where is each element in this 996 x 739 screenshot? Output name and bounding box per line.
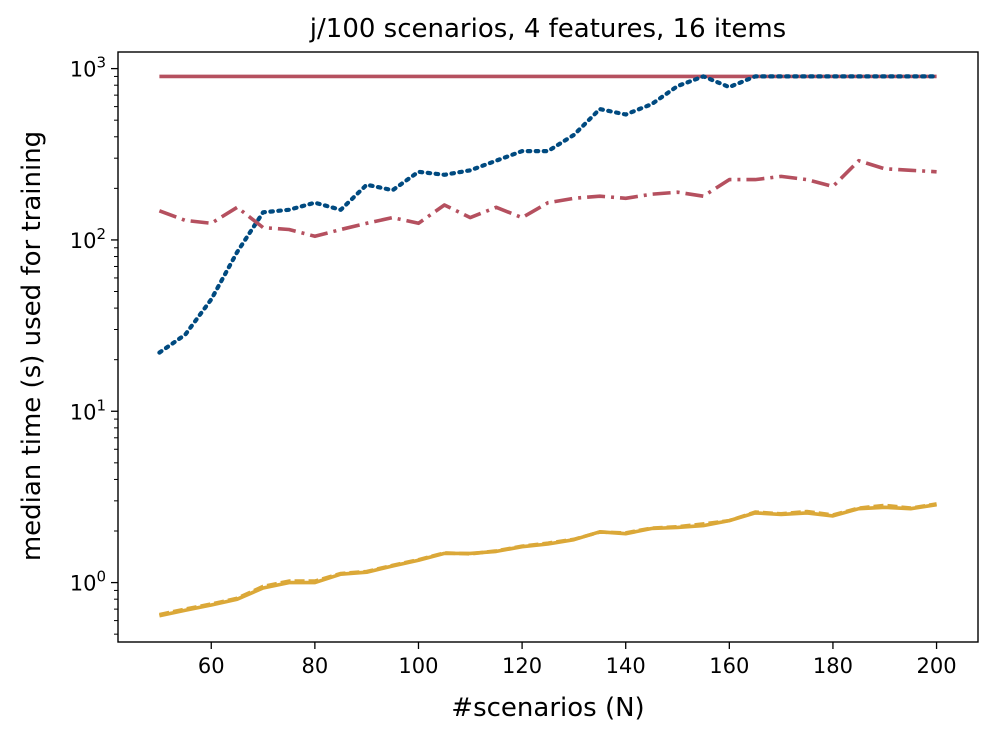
series-line-5: [159, 502, 937, 617]
x-tick-label: 200: [917, 654, 957, 678]
y-axis-label: median time (s) used for training: [17, 131, 47, 561]
x-axis-label: #scenarios (N): [451, 693, 644, 723]
x-tick-label: 100: [398, 654, 438, 678]
series-line-2: [157, 74, 939, 355]
x-tick-label: 180: [813, 654, 853, 678]
x-tick-label: 160: [709, 654, 749, 678]
series-line-4: [159, 502, 937, 618]
y-axis: 100 101 102 103: [70, 54, 118, 635]
chart-title: j/100 scenarios, 4 features, 16 items: [309, 14, 786, 44]
x-tick-label: 120: [502, 654, 542, 678]
x-tick-label: 140: [606, 654, 646, 678]
y-tick-label: 100: [70, 568, 106, 596]
plot-area: [157, 74, 939, 618]
y-tick-label: 101: [70, 396, 106, 424]
x-tick-label: 60: [198, 654, 225, 678]
series-line-3: [158, 158, 937, 239]
y-tick-label: 102: [70, 225, 106, 253]
x-axis: 60 80 100 120 140 160 180 200: [198, 642, 957, 678]
y-tick-label: 103: [70, 54, 106, 82]
x-tick-label: 80: [302, 654, 329, 678]
plot-frame: [117, 51, 979, 643]
